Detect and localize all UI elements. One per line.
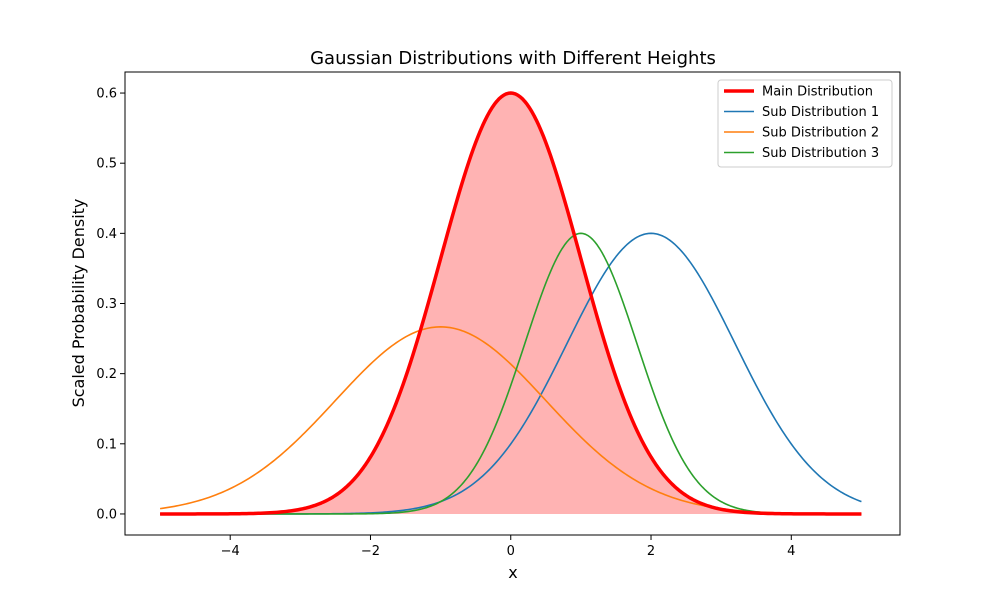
y-axis-ticks: 0.0 0.1 0.2 0.3 0.4 0.5 0.6 <box>96 87 125 522</box>
x-tick-label: −4 <box>221 544 240 559</box>
legend-label: Sub Distribution 1 <box>762 105 879 120</box>
y-tick-label: 0.6 <box>96 87 117 102</box>
y-tick-label: 0.4 <box>96 227 117 242</box>
x-axis-ticks: −4 −2 0 2 4 <box>221 535 795 559</box>
y-tick-label: 0.5 <box>96 157 117 172</box>
y-tick-label: 0.2 <box>96 367 117 382</box>
x-tick-label: 4 <box>787 544 795 559</box>
series-layer <box>159 91 862 516</box>
chart-title: Gaussian Distributions with Different He… <box>310 48 716 69</box>
fill-layer <box>160 93 862 514</box>
y-axis-label: Scaled Probability Density <box>69 199 88 408</box>
x-tick-label: 2 <box>647 544 655 559</box>
x-tick-label: −2 <box>361 544 380 559</box>
series-line-0 <box>160 91 862 516</box>
y-tick-label: 0.0 <box>96 507 117 522</box>
legend-label: Sub Distribution 2 <box>762 126 879 141</box>
x-tick-label: 0 <box>507 544 515 559</box>
y-tick-label: 0.1 <box>96 437 117 452</box>
legend-box <box>717 79 893 168</box>
legend: Main Distribution Sub Distribution 1 Sub D… <box>717 79 893 168</box>
legend-label: Sub Distribution 3 <box>762 146 879 161</box>
x-axis-label: x <box>508 563 517 582</box>
y-tick-label: 0.3 <box>96 297 117 312</box>
legend-label: Main Distribution <box>762 85 873 100</box>
series-fill-0 <box>160 93 862 514</box>
